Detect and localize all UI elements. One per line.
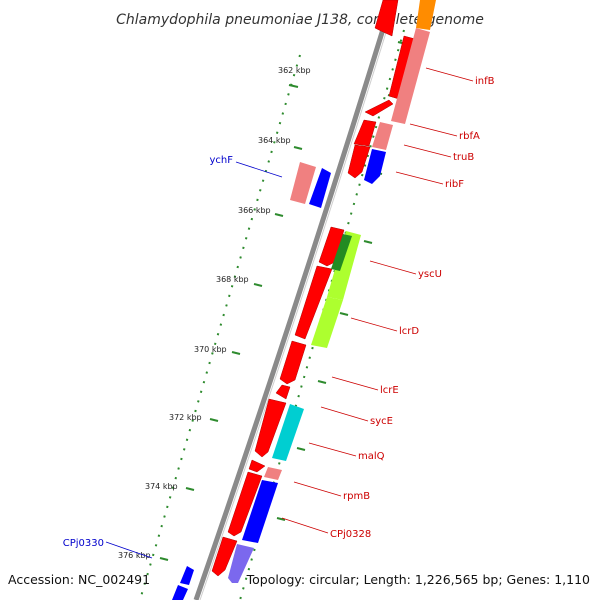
gene-arrow [227,471,263,537]
gene-label-yscU: yscU [418,269,442,280]
genome-summary-text: Topology: circular; Length: 1,226,565 bp… [246,572,590,587]
tick-mark [293,146,303,150]
tick-label: 370 kbp [194,345,227,354]
leader-lines [105,67,474,559]
gene-label-CPj0328: CPj0328 [330,529,371,540]
gene-block [372,122,393,150]
gene-arrow [254,398,287,458]
gene-arrow [294,265,333,340]
gene-arrow [364,99,394,117]
gene-arrow [275,384,291,400]
tick-label: 374 kbp [145,482,178,491]
tick-mark [231,351,241,355]
label-leader [425,67,474,82]
label-leader [320,406,369,422]
gene-labels: infB rbfA truB ribF yscU lcrD lcrE sycE … [63,76,495,549]
label-leader [281,517,329,534]
gene-label-lcrE: lcrE [380,385,399,396]
gene-block [242,480,278,543]
label-leader [105,541,153,559]
gene-arrow [309,168,331,208]
label-leader [331,376,379,391]
gene-arrow [279,340,307,385]
tick-mark [339,312,349,316]
tick-mark [276,517,286,521]
tick-mark [288,84,299,88]
tick-label: 376 kbp [118,551,151,560]
gene-label-truB: truB [453,152,474,163]
gene-label-rpmB: rpmB [343,491,370,502]
gene-arrow [353,119,377,147]
gene-label-CPj0330: CPj0330 [63,538,104,549]
tick-mark [209,418,219,422]
gene-block [327,231,361,300]
genome-backbone-highlight [199,0,397,600]
gene-arrow [172,585,188,600]
tick-label: 372 kbp [169,413,202,422]
gene-block [416,0,436,30]
gene-label-lcrD: lcrD [399,326,419,337]
gene-arrow [374,0,399,37]
gene-block [311,297,343,348]
gene-label-rbfA: rbfA [459,131,480,142]
tick-mark [253,283,263,287]
gene-block [331,234,352,271]
gene-arrow [211,536,238,577]
tick-mark [159,557,169,561]
label-leader [369,260,417,275]
cds-track [211,0,420,577]
tick-mark [296,447,306,451]
label-leader [350,317,398,332]
gene-label-malQ: malQ [358,451,385,462]
gene-block [290,162,316,204]
tick-label: 362 kbp [278,66,311,75]
label-leader [308,442,357,457]
tick-mark [274,213,284,217]
tick-label: 364 kbp [258,136,291,145]
gene-label-ychF: ychF [209,155,233,166]
gene-label-infB: infB [475,76,495,87]
gene-block [264,467,282,480]
gene-block [391,28,430,124]
accession-text: Accession: NC_002491 [8,572,151,587]
gene-block [228,544,254,583]
gene-arrow [180,566,194,585]
gene-arrow [318,226,345,267]
cog-track [228,0,436,583]
tick-label: 366 kbp [238,206,271,215]
reverse-track [172,162,331,600]
gene-arrow [347,144,371,179]
label-leader [235,161,283,178]
gene-block [364,149,386,184]
tick-label: 368 kbp [216,275,249,284]
label-leader [403,144,452,158]
tick-mark [317,380,327,384]
tick-mark [363,240,373,244]
gene-label-ribF: ribF [445,179,464,190]
label-leader [395,171,444,185]
gene-block [272,404,304,461]
genome-backbone [193,0,395,600]
label-leader [409,123,458,137]
label-leader [293,481,342,497]
gene-arrow [248,459,266,473]
gene-label-sycE: sycE [370,416,393,427]
tick-mark [185,487,195,491]
